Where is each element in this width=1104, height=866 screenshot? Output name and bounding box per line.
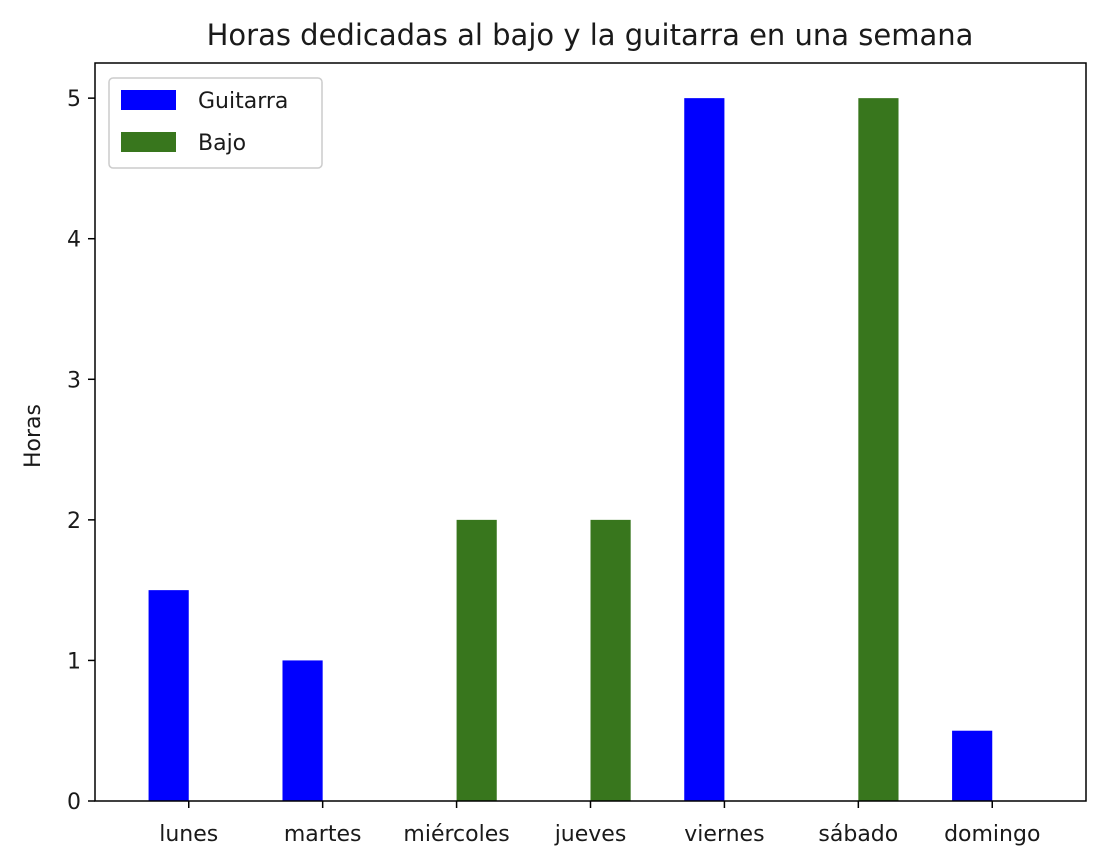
x-tick-label: lunes: [159, 822, 218, 847]
y-tick-label: 5: [67, 87, 81, 112]
bar-bajo-sábado: [858, 98, 899, 801]
legend-swatch-guitarra: [121, 90, 176, 110]
x-tick-label: sábado: [818, 822, 898, 847]
y-tick-label: 4: [67, 228, 81, 253]
y-axis-label: Horas: [21, 404, 46, 468]
bar-guitarra-lunes: [148, 590, 189, 801]
x-tick-label: jueves: [554, 822, 627, 847]
bars-group: [148, 98, 993, 801]
x-ticks-group: lunes martes miércoles jueves viernes sábado d…: [159, 801, 1040, 847]
y-tick-label: 3: [67, 368, 81, 393]
y-ticks-group: 0 1 2 3 4 5: [67, 87, 95, 815]
legend: Guitarra Bajo: [108, 77, 323, 169]
legend-swatch-bajo: [121, 132, 176, 152]
y-tick-label: 0: [67, 790, 81, 815]
bar-bajo-jueves: [590, 519, 631, 801]
chart-title: Horas dedicadas al bajo y la guitarra en…: [207, 18, 974, 52]
bar-guitarra-martes: [282, 660, 323, 801]
plot-frame: [94, 62, 1087, 802]
x-tick-label: viernes: [684, 822, 764, 847]
y-tick-label: 2: [67, 509, 81, 534]
x-tick-label: martes: [284, 822, 362, 847]
x-tick-label: domingo: [944, 822, 1040, 847]
bar-guitarra-viernes: [684, 98, 725, 801]
legend-label-guitarra: Guitarra: [198, 89, 288, 114]
y-tick-label: 1: [67, 649, 81, 674]
bar-guitarra-domingo: [952, 730, 993, 801]
legend-label-bajo: Bajo: [198, 131, 246, 156]
x-tick-label: miércoles: [403, 822, 509, 847]
bar-bajo-miércoles: [456, 519, 497, 801]
